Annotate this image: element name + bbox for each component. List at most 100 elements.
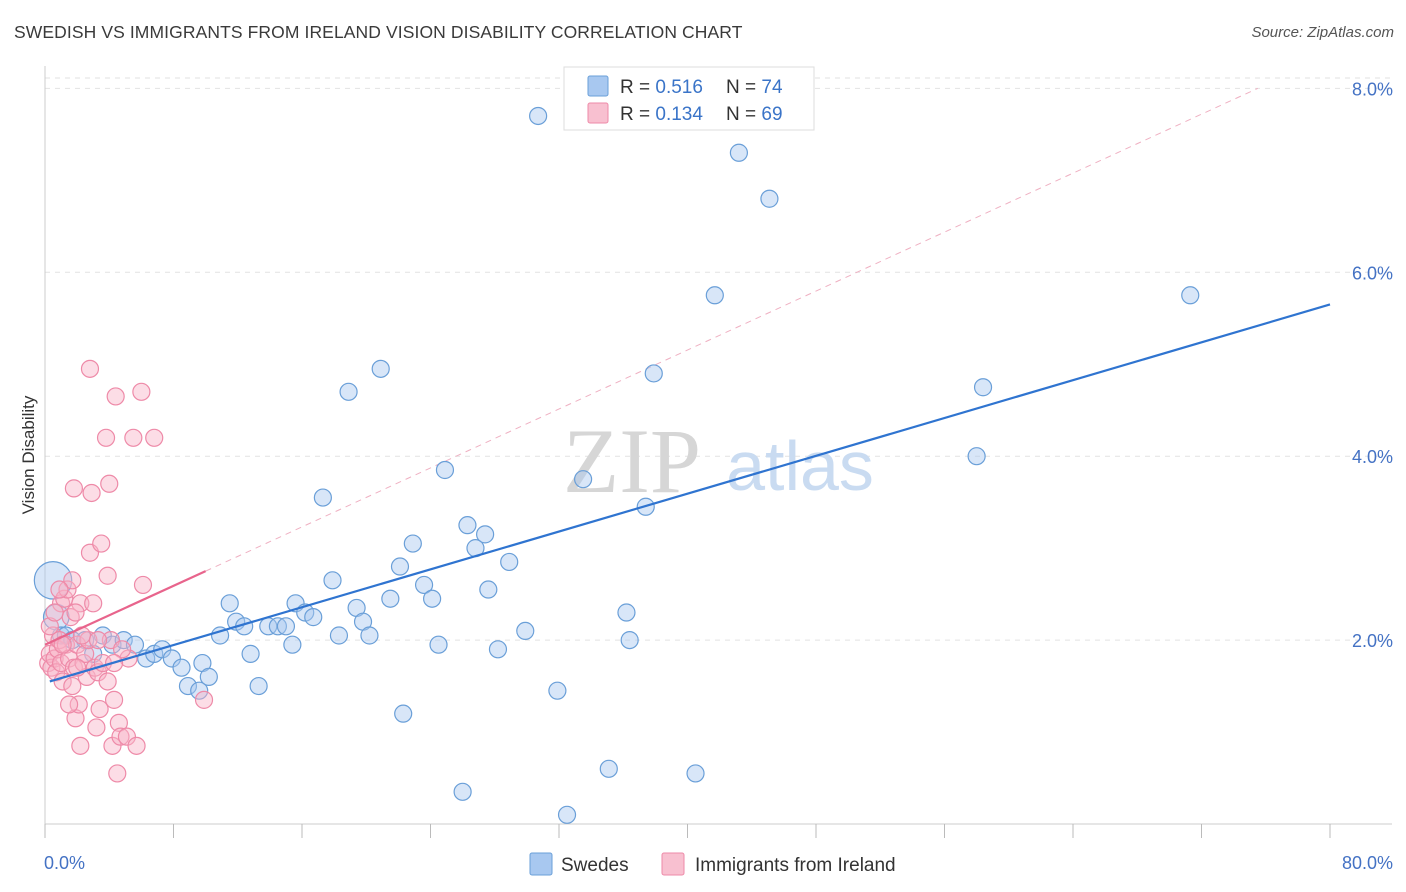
point-ireland (71, 594, 90, 613)
legend-bottom: Swedes Immigrants from Ireland (529, 852, 896, 876)
legend-n-label: N = (726, 77, 761, 98)
legend-r-label: R = (620, 104, 655, 125)
point-swedes (967, 447, 986, 466)
point-swedes (199, 667, 218, 686)
point-ireland (87, 718, 106, 737)
point-ireland (59, 695, 79, 714)
x-tick-label-min: 0.0% (44, 853, 85, 873)
point-swedes (114, 630, 133, 650)
point-swedes (371, 359, 390, 378)
legend-n-value: 74 (761, 77, 783, 98)
point-swedes (620, 630, 639, 650)
point-swedes (220, 594, 239, 613)
trend-line-swedes (49, 303, 1331, 683)
point-ireland (63, 571, 82, 590)
point-ireland (96, 428, 116, 447)
y-tick-label: 4.0% (1352, 447, 1393, 467)
data-points (33, 106, 1331, 824)
axes (44, 66, 1392, 838)
point-swedes (516, 621, 535, 641)
point-ireland (145, 428, 164, 447)
point-ireland (47, 663, 66, 682)
point-swedes (573, 470, 593, 489)
legend-r-label: R = (620, 77, 655, 98)
point-swedes (414, 575, 434, 595)
point-ireland (79, 630, 98, 650)
gridlines (45, 77, 1392, 641)
point-ireland (69, 695, 88, 714)
point-ireland (194, 690, 214, 709)
legend-swedes-swatch (529, 852, 553, 876)
point-swedes (705, 286, 724, 305)
point-ireland (92, 534, 111, 553)
point-ireland (50, 580, 69, 599)
svg-text:N = 69: N = 69 (726, 104, 783, 125)
y-tick-label: 8.0% (1352, 79, 1393, 99)
point-swedes (729, 143, 749, 162)
chart-source: Source: ZipAtlas.com (1251, 24, 1394, 41)
point-swedes (323, 571, 342, 590)
legend-ireland-swatch (587, 102, 609, 124)
point-ireland (40, 617, 59, 636)
watermark-zip: ZIP (563, 410, 701, 512)
legend-correlation: R = 0.516 N = 74 R = 0.134 N = 69 (563, 66, 815, 131)
point-swedes (599, 759, 618, 778)
point-swedes (403, 534, 422, 553)
legend-swedes-label: Swedes (561, 855, 629, 876)
point-ireland (98, 672, 117, 691)
point-ireland (71, 736, 90, 755)
point-swedes (313, 488, 332, 507)
legend-r-value: 0.516 (655, 77, 703, 98)
point-swedes (381, 589, 400, 608)
point-ireland (63, 676, 82, 696)
point-swedes (339, 382, 358, 401)
point-swedes (617, 603, 636, 622)
point-swedes (500, 552, 519, 572)
point-swedes (178, 676, 198, 696)
point-ireland (133, 575, 153, 595)
point-swedes (479, 580, 498, 599)
point-swedes (394, 704, 413, 723)
point-swedes (488, 640, 508, 659)
watermark: ZIP atlas (563, 410, 874, 512)
legend-swedes-swatch (587, 75, 609, 97)
point-ireland (76, 644, 95, 663)
point-swedes (557, 805, 577, 824)
watermark-atlas: atlas (726, 427, 874, 505)
point-swedes (453, 782, 472, 801)
point-ireland (108, 764, 127, 783)
point-swedes (360, 626, 379, 645)
point-ireland (104, 690, 124, 709)
point-ireland (98, 566, 117, 585)
point-swedes (973, 378, 993, 397)
point-swedes (33, 561, 73, 600)
point-swedes (190, 681, 209, 700)
tick-labels: 2.0% 4.0% 6.0% 8.0% 0.0% 80.0% (44, 79, 1393, 873)
point-ireland (106, 387, 125, 406)
legend-n-label: N = (726, 104, 761, 125)
point-swedes (423, 589, 442, 608)
point-ireland (132, 382, 151, 401)
point-swedes (458, 516, 477, 535)
trend-line-ireland-extension (205, 87, 1258, 572)
point-swedes (162, 649, 181, 668)
point-swedes (390, 557, 410, 576)
point-ireland (84, 594, 103, 613)
y-tick-label: 6.0% (1352, 263, 1393, 283)
point-swedes (283, 635, 302, 654)
point-swedes (172, 658, 191, 677)
point-ireland (64, 479, 84, 498)
y-tick-label: 2.0% (1352, 631, 1393, 651)
point-ireland (124, 428, 143, 447)
point-swedes (644, 364, 663, 383)
legend-r-value: 0.134 (655, 104, 703, 125)
point-swedes (1181, 286, 1200, 305)
point-swedes (329, 626, 349, 645)
legend-ireland-label: Immigrants from Ireland (695, 855, 896, 876)
point-swedes (476, 525, 495, 544)
point-ireland (80, 359, 100, 378)
point-swedes (241, 644, 260, 663)
point-swedes (548, 681, 567, 700)
point-ireland (100, 474, 119, 493)
